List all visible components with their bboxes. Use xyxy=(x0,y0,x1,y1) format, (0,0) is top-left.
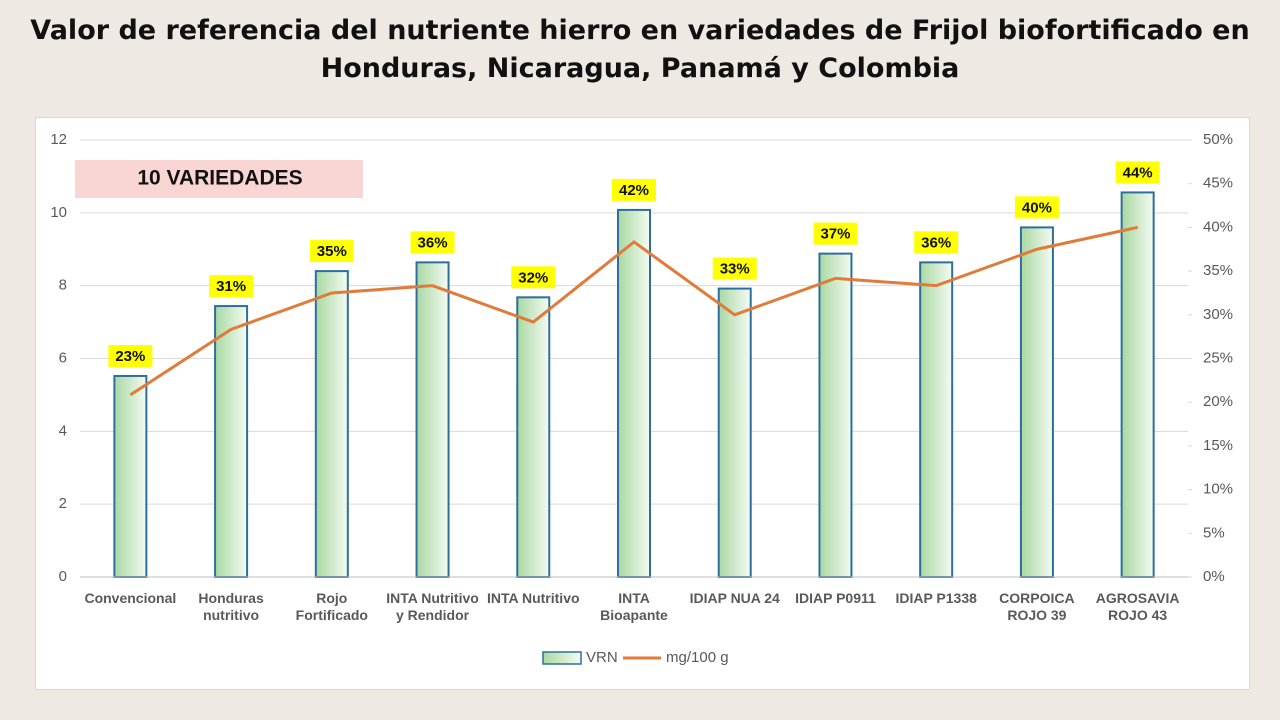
data-label-box xyxy=(712,257,757,280)
bar xyxy=(415,261,450,578)
bar xyxy=(314,270,349,578)
bar xyxy=(1120,191,1155,578)
x-tick-label: IDIAP P0911 xyxy=(795,590,876,606)
y2-tick-label: 25% xyxy=(1203,349,1233,366)
data-label: 35% xyxy=(317,243,347,260)
bar xyxy=(919,261,954,578)
legend-label: VRN xyxy=(586,649,618,666)
y-tick-label: 6 xyxy=(59,349,67,366)
y-tick-label: 8 xyxy=(59,277,67,294)
y2-tick-label: 40% xyxy=(1203,218,1233,235)
data-label: 36% xyxy=(418,234,448,251)
bar xyxy=(214,305,249,578)
data-label: 42% xyxy=(619,182,649,199)
bar xyxy=(617,208,651,578)
data-label-box xyxy=(309,240,354,263)
bar xyxy=(516,296,551,578)
y2-tick-label: 35% xyxy=(1203,262,1233,279)
y-tick-label: 2 xyxy=(59,495,67,512)
data-label: 44% xyxy=(1123,164,1153,181)
line xyxy=(129,225,1138,397)
annotation: 10 VARIEDADES xyxy=(137,167,302,190)
data-label: 31% xyxy=(216,278,246,295)
data-label-box xyxy=(612,178,656,201)
y2-tick-label: 5% xyxy=(1203,524,1225,541)
data-label: 40% xyxy=(1022,199,1052,216)
y2-tick-label: 45% xyxy=(1203,175,1233,192)
y-tick-label: 4 xyxy=(59,422,67,439)
data-label-box xyxy=(1115,161,1160,184)
data-label: 36% xyxy=(921,234,951,251)
chart-title: Valor de referencia del nutriente hierro… xyxy=(30,15,1250,84)
x-tick-label: IDIAP NUA 24 xyxy=(689,590,780,606)
y-tick-label: 0 xyxy=(59,568,67,585)
x-tick-label: IDIAP P1338 xyxy=(895,590,977,606)
y2-tick-label: 30% xyxy=(1203,306,1233,323)
x-tick-label: INTA Nutritivo y Rendidor xyxy=(386,590,479,623)
annotation-box xyxy=(75,160,363,198)
data-label-box xyxy=(410,231,455,254)
data-label: 23% xyxy=(115,348,145,365)
data-label: 33% xyxy=(720,261,750,278)
x-tick-label: INTA Bioapante xyxy=(600,590,668,623)
data-label: 32% xyxy=(518,269,548,286)
y2-tick-label: 0% xyxy=(1203,568,1225,585)
data-label-box xyxy=(511,266,556,289)
x-tick-label: Convencional xyxy=(84,590,177,606)
y2-tick-label: 10% xyxy=(1203,481,1233,498)
bar xyxy=(1019,226,1054,578)
y2-tick-label: 50% xyxy=(1203,131,1233,148)
x-tick-label: AGROSAVIA ROJO 43 xyxy=(1095,590,1180,623)
data-label-box xyxy=(813,222,858,245)
data-label: 37% xyxy=(820,226,850,243)
data-label-box xyxy=(914,231,959,254)
legend-swatch xyxy=(542,651,582,665)
data-label-box xyxy=(108,344,153,367)
x-tick-label: Rojo Fortificado xyxy=(295,590,368,623)
bar xyxy=(113,374,148,579)
y2-tick-label: 15% xyxy=(1203,437,1233,454)
data-label-box xyxy=(1014,196,1059,219)
y-tick-label: 10 xyxy=(50,204,67,221)
y-tick-label: 12 xyxy=(50,131,67,148)
bar xyxy=(717,287,752,578)
x-tick-label: CORPOICA ROJO 39 xyxy=(999,590,1075,623)
bar xyxy=(818,252,853,578)
x-tick-label: Honduras nutritivo xyxy=(198,590,264,623)
y2-tick-label: 20% xyxy=(1203,393,1233,410)
x-tick-label: INTA Nutritivo xyxy=(486,590,580,606)
data-label-box xyxy=(209,275,254,298)
legend-label: mg/100 g xyxy=(666,649,729,666)
